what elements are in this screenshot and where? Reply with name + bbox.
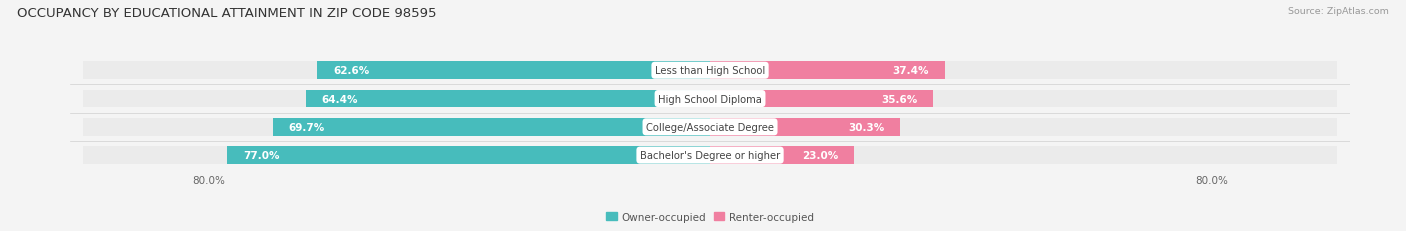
Bar <box>710 147 855 164</box>
Bar <box>83 147 710 164</box>
Bar <box>307 90 710 108</box>
Text: 35.6%: 35.6% <box>882 94 918 104</box>
Text: 69.7%: 69.7% <box>288 122 325 132</box>
Text: 23.0%: 23.0% <box>803 150 838 160</box>
Text: 37.4%: 37.4% <box>893 66 929 76</box>
Bar <box>710 62 945 80</box>
Text: OCCUPANCY BY EDUCATIONAL ATTAINMENT IN ZIP CODE 98595: OCCUPANCY BY EDUCATIONAL ATTAINMENT IN Z… <box>17 7 436 20</box>
Text: Less than High School: Less than High School <box>655 66 765 76</box>
Text: 77.0%: 77.0% <box>243 150 280 160</box>
Legend: Owner-occupied, Renter-occupied: Owner-occupied, Renter-occupied <box>602 208 818 226</box>
Text: Bachelor's Degree or higher: Bachelor's Degree or higher <box>640 150 780 160</box>
Text: 62.6%: 62.6% <box>333 66 370 76</box>
Bar <box>83 62 710 80</box>
Text: 30.3%: 30.3% <box>848 122 884 132</box>
Text: 64.4%: 64.4% <box>322 94 359 104</box>
Bar <box>710 90 1337 108</box>
Bar <box>710 90 934 108</box>
Bar <box>318 62 710 80</box>
Bar <box>83 90 710 108</box>
Bar <box>710 119 1337 136</box>
Bar <box>710 147 1337 164</box>
Bar <box>710 62 1337 80</box>
Bar <box>83 119 710 136</box>
Bar <box>710 119 900 136</box>
Text: Source: ZipAtlas.com: Source: ZipAtlas.com <box>1288 7 1389 16</box>
Text: High School Diploma: High School Diploma <box>658 94 762 104</box>
Bar <box>228 147 710 164</box>
Bar <box>273 119 710 136</box>
Text: College/Associate Degree: College/Associate Degree <box>645 122 775 132</box>
